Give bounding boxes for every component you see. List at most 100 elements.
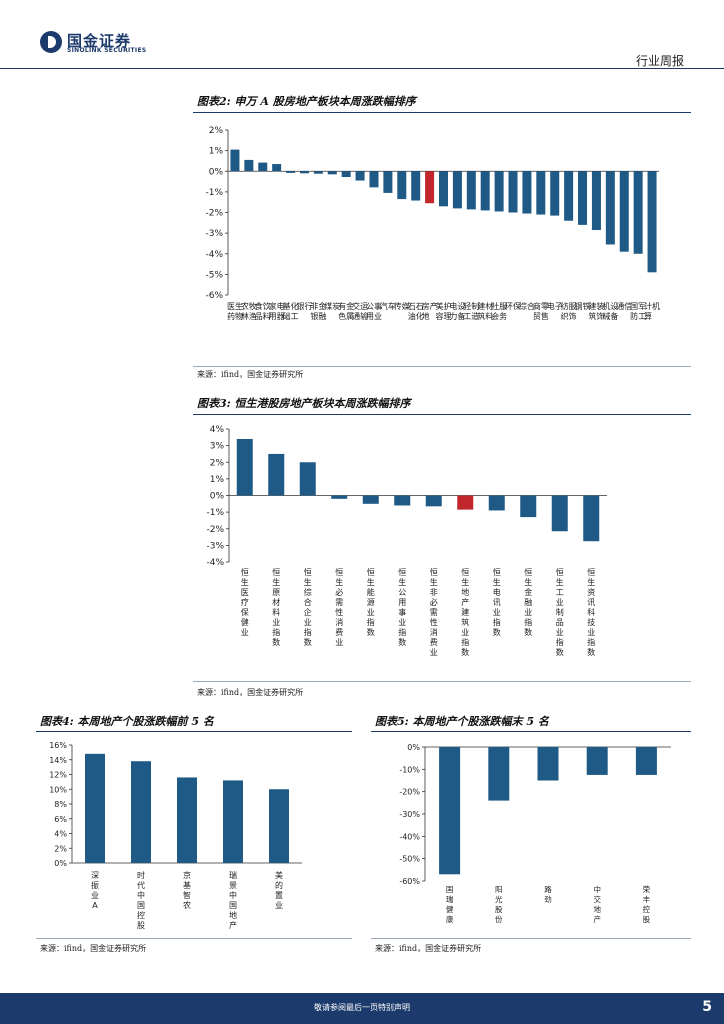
figure3-bottom-rule	[193, 681, 691, 682]
x-category-label: 石油石化	[408, 302, 424, 321]
company-logo-icon	[40, 31, 62, 53]
y-tick-label: 1%	[209, 147, 224, 157]
bar	[268, 453, 285, 496]
bar	[605, 171, 615, 245]
x-category-label: 瑞景中国地产	[229, 870, 237, 930]
x-category-label: 恒生能源业指数	[367, 567, 375, 637]
bar	[564, 171, 574, 221]
figure4-top-rule	[36, 731, 352, 732]
y-tick-label: 3%	[210, 442, 225, 452]
x-category-label: 恒生非必需性消费业	[430, 567, 438, 657]
y-tick-label: -50%	[399, 855, 420, 864]
bar	[583, 495, 600, 542]
bar	[362, 495, 379, 504]
bar	[635, 747, 657, 775]
figure3-source: 来源：ifind，国金证券研究所	[197, 688, 304, 697]
x-category-label: 社会服务	[491, 301, 507, 321]
bar	[425, 495, 442, 507]
x-category-label: 建筑装饰	[588, 301, 604, 321]
report-type-label: 行业周报	[635, 54, 684, 68]
bar	[177, 777, 197, 863]
figure2-bottom-rule	[193, 366, 691, 367]
x-category-label: 阳光股份	[495, 885, 503, 924]
y-tick-label: 0%	[210, 492, 225, 502]
y-tick-label: 2%	[209, 126, 224, 136]
bar	[466, 171, 476, 210]
x-category-label: 时代中国控股	[137, 870, 145, 930]
figure5-title: 图表5: 本周地产个股涨跌幅末 5 名	[375, 715, 549, 728]
bar	[258, 162, 268, 172]
bar	[439, 171, 448, 207]
x-category-label: 京基智农	[183, 870, 191, 910]
bar	[85, 753, 105, 863]
bar	[269, 789, 289, 863]
bar	[286, 171, 296, 173]
x-category-label: 国防军工	[630, 302, 646, 321]
bar	[520, 495, 537, 518]
bar	[236, 438, 253, 496]
x-category-label: 恒生必需性消费业	[335, 567, 343, 647]
x-category-label: 汽车	[380, 301, 396, 311]
bar	[494, 171, 504, 212]
y-tick-label: -2%	[205, 209, 223, 219]
y-tick-label: -5%	[205, 270, 223, 280]
bar	[550, 171, 560, 216]
figure3-title: 图表3: 恒生港股房地产板块本周涨跌幅排序	[197, 397, 411, 410]
bar	[457, 495, 474, 510]
x-category-label: 机械设备	[602, 301, 618, 321]
y-tick-label: 2%	[54, 844, 67, 853]
x-category-label: 美容护理	[436, 301, 452, 321]
x-category-label: 路劲	[544, 884, 552, 904]
bar	[383, 171, 393, 193]
x-category-label: 轻工制造	[463, 301, 479, 321]
bar	[299, 462, 316, 496]
x-category-label: 煤炭	[324, 301, 340, 311]
bar	[480, 171, 490, 211]
header-divider	[0, 68, 724, 69]
x-category-label: 恒生电讯业指数	[493, 567, 501, 637]
y-tick-label: -1%	[206, 508, 224, 518]
bar	[244, 159, 254, 172]
y-tick-label: -1%	[205, 188, 223, 198]
x-category-label: 有色金属	[338, 301, 354, 321]
bar	[369, 171, 379, 188]
x-category-label: 环保	[505, 301, 521, 311]
x-category-label: 中交地产	[593, 884, 601, 924]
y-tick-label: 12%	[49, 771, 67, 780]
x-category-label: 医药生物	[227, 301, 243, 321]
bar	[508, 171, 518, 213]
bar	[355, 171, 365, 181]
y-tick-label: 4%	[54, 830, 67, 839]
figure4-bottom-rule	[36, 938, 352, 939]
figure2-top-rule	[193, 112, 691, 113]
x-category-label: 恒生综合企业指数	[304, 567, 312, 647]
y-tick-label: 14%	[49, 756, 67, 765]
x-category-label: 美的置业	[275, 870, 283, 910]
figure2-title: 图表2: 申万 A 股房地产板块本周涨跌幅排序	[197, 95, 416, 108]
x-category-label: 电子	[547, 301, 563, 311]
bar	[394, 495, 411, 506]
x-category-label: 公用事业	[366, 301, 382, 321]
bar	[131, 761, 151, 863]
figure5-top-rule	[371, 731, 691, 732]
y-tick-label: 0%	[209, 167, 224, 177]
y-tick-label: -3%	[206, 541, 224, 551]
y-tick-label: 4%	[210, 425, 225, 435]
y-tick-label: -6%	[205, 291, 223, 301]
y-tick-label: 8%	[54, 800, 67, 809]
x-category-label: 纺织服饰	[561, 301, 577, 321]
bar	[488, 747, 510, 801]
bar	[452, 171, 462, 209]
figure4-chart: 16% 14% 12% 10% 8% 6% 4% 2% 0% 深振业 A 时代中国控股 京基智农 瑞景中国…	[49, 741, 302, 930]
bar	[411, 171, 421, 201]
company-name-cn: 国金证券	[67, 32, 132, 50]
x-category-label: 房地产	[422, 301, 438, 321]
figure2-source: 来源：ifind，国金证券研究所	[197, 370, 304, 379]
x-category-label: 荣丰控股	[643, 884, 651, 924]
y-tick-label: -40%	[399, 832, 420, 841]
x-category-label: 家用电器	[269, 301, 285, 321]
x-category-label: 传媒	[394, 301, 410, 311]
bar	[299, 171, 309, 174]
bar	[633, 171, 643, 254]
y-tick-label: 0%	[54, 859, 67, 868]
